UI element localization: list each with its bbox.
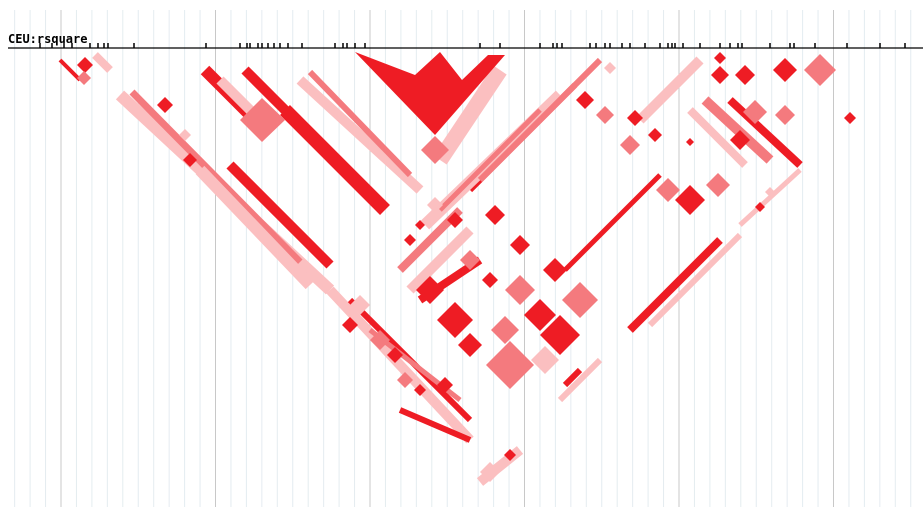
ld-strip [406,226,474,294]
ld-diamond [735,65,755,85]
ld-strip [58,58,82,82]
ld-strip [701,96,774,164]
ld-diamond [458,333,482,357]
ld-strip [307,69,413,178]
ld-diamond [77,57,93,73]
ld-diamond [743,100,767,124]
ld-diamond [437,302,473,338]
ld-diamond [460,250,480,270]
ld-diamond [804,54,836,86]
ld-diamond [686,138,694,146]
ld-diamond [775,105,795,125]
ld-diamond [531,346,559,374]
ld-heatmap [58,52,856,486]
ld-diamond [427,197,443,213]
ld-diamond [416,276,444,304]
ld-diamond [627,110,643,126]
ld-strip [129,89,303,265]
ld-diamond [540,315,580,355]
ld-diamond [387,347,403,363]
ld-diamond [773,58,797,82]
ld-diamond [730,130,750,150]
ld-diamond [711,66,729,84]
ld-diamond [543,258,567,282]
ld-diamond [755,202,765,212]
ld-diamond [576,91,594,109]
ld-diamond [765,187,775,197]
ld-diamond [524,299,556,331]
ld-strip [241,66,294,119]
ld-diamond [437,377,453,393]
ld-diamond [596,106,614,124]
ld-strip [557,357,603,403]
ld-strip [195,165,315,290]
ld-strip [738,168,802,227]
ld-diamond [656,178,680,202]
ld-diamond [447,212,463,228]
ld-diamond [397,372,413,388]
ld-strip [562,367,583,388]
ld-strip [563,173,662,272]
ld-diamond [510,235,530,255]
ld-diamond [421,136,449,164]
ld-block [240,98,285,142]
ld-diamond [157,97,173,113]
ld-strip [438,108,542,212]
track-label: CEU:rsquare [8,32,87,46]
ld-strip [398,407,472,443]
ld-diamond [485,205,505,225]
ld-diamond [77,71,91,85]
snp-ticks [39,43,906,48]
ld-diamond [620,135,640,155]
ld-diamond [504,449,516,461]
ld-strip [477,57,603,183]
ld-diamond [675,185,705,215]
ld-strip [727,97,803,168]
ld-strip [296,76,424,194]
ld-diamond [342,317,358,333]
ld-strip [627,237,723,333]
ld-diamond [482,272,498,288]
ld-diamond [505,275,535,305]
ld-strip [647,232,743,328]
ld-diamond [415,220,425,230]
ld-block [355,52,505,135]
ld-diamond [370,330,390,350]
ld-diamond [486,341,534,389]
ld-diamond [562,282,598,318]
ld-strip [280,105,390,215]
ld-diamond [604,62,616,74]
ld-diamond [648,128,662,142]
ld-strip [226,161,334,269]
ld-diamond [414,384,426,396]
ld-diamond [714,52,726,64]
ld-strip [326,286,474,444]
ld-diamond [480,462,500,482]
ld-strip [687,107,748,168]
ld-diamond [350,295,370,315]
ld-diamond [706,173,730,197]
ld-diamond [179,129,191,141]
ld-strip [92,52,113,73]
ld-diamond [491,316,519,344]
ld-diamond [404,234,416,246]
ld-diamond [183,153,197,167]
ld-diamond [844,112,856,124]
grid [14,10,912,507]
ld-strip [636,56,704,124]
ld-strip [433,65,507,165]
